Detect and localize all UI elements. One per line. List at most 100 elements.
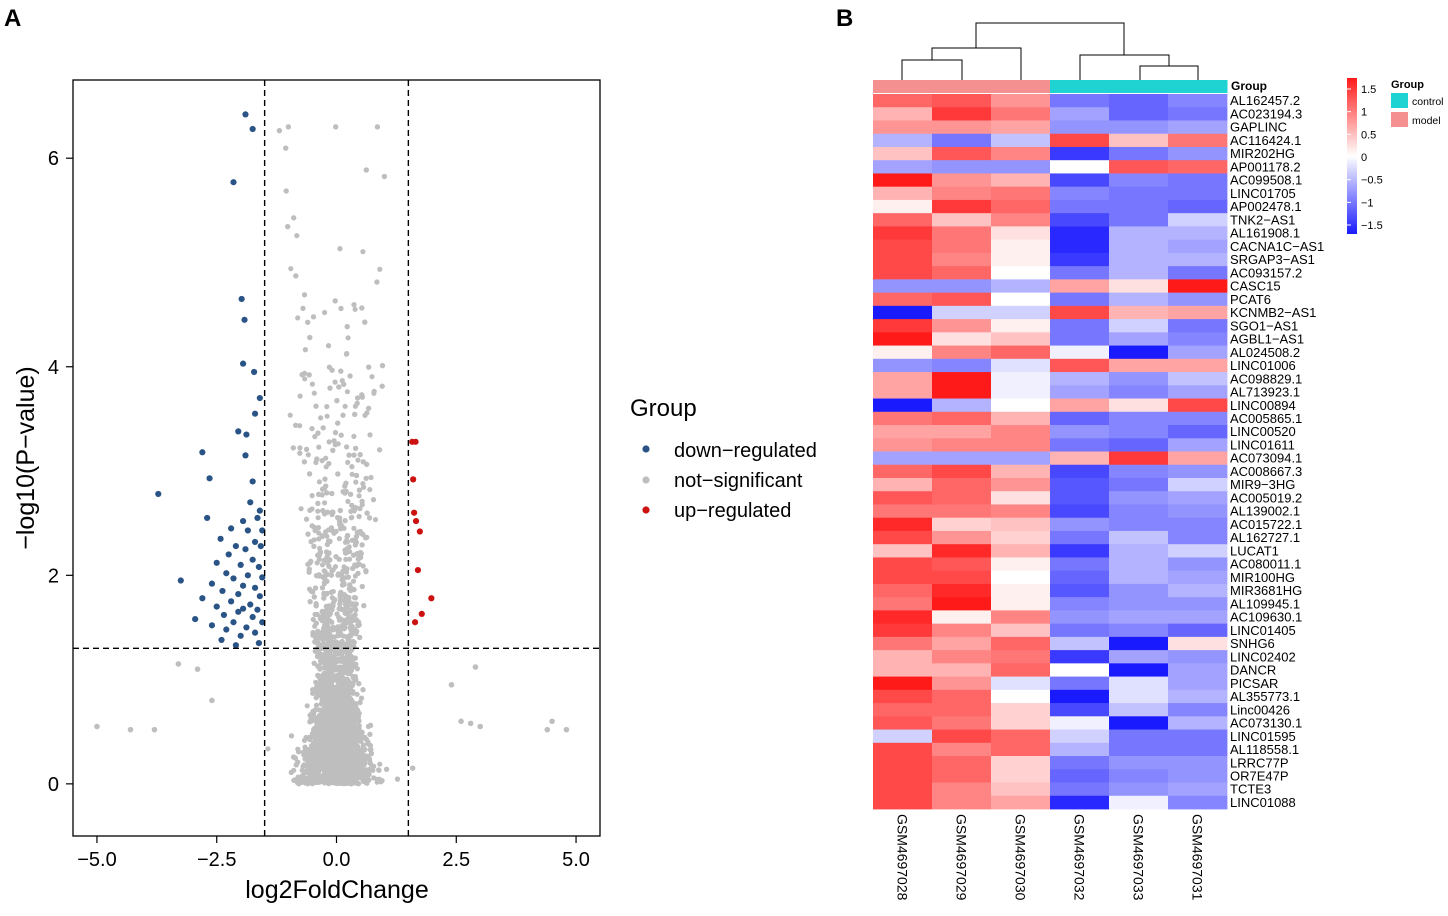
row-label: KCNMB2−AS1 [1230, 305, 1316, 320]
heatmap-cell [1168, 319, 1228, 333]
heatmap-cell [932, 292, 992, 307]
heatmap-cell [1109, 504, 1169, 519]
heatmap-cell [873, 266, 933, 280]
ns-point [316, 444, 322, 450]
ns-point [356, 493, 362, 499]
ns-point [348, 515, 354, 521]
ns-point [313, 773, 319, 780]
ns-point [326, 685, 332, 691]
heatmap-cell [1050, 239, 1110, 254]
heatmap-cell [1168, 226, 1228, 241]
ns-point [324, 413, 330, 419]
ns-point [472, 664, 479, 670]
ns-point [379, 383, 385, 389]
ns-point [312, 767, 318, 773]
heatmap-cell [932, 650, 992, 664]
heatmap-cell [991, 279, 1051, 294]
ns-point [352, 594, 358, 601]
ns-point [394, 776, 401, 782]
heatmap-cell [873, 332, 933, 346]
heatmap-cell [1109, 186, 1169, 201]
heatmap-cell [1168, 438, 1228, 452]
ns-point [363, 167, 369, 173]
heatmap-cell [1168, 769, 1228, 783]
heatmap-cell [932, 782, 992, 797]
ns-point [326, 439, 332, 445]
heatmap-cell [991, 345, 1051, 360]
ns-point [335, 624, 341, 630]
ns-point [377, 266, 383, 272]
heatmap-cell [932, 345, 992, 360]
heatmap-cell [1168, 517, 1228, 532]
down-point [244, 527, 251, 534]
heatmap-cell [991, 703, 1051, 717]
ns-point [325, 603, 331, 609]
ns-point [311, 524, 317, 530]
heatmap-cell [873, 703, 933, 717]
scale-tick-label: 1 [1361, 107, 1367, 119]
ns-point [304, 703, 310, 709]
ns-point [342, 547, 348, 553]
ns-point [276, 128, 282, 134]
heatmap-cell [1168, 557, 1228, 572]
ns-point [355, 457, 361, 463]
heatmap-cell [1168, 411, 1228, 426]
ns-point [347, 762, 353, 768]
ns-point [313, 603, 319, 609]
heatmap-cell [991, 120, 1051, 135]
ns-point [315, 508, 321, 514]
dendro-link-5 [975, 22, 1125, 55]
ns-point [302, 780, 308, 786]
ns-point [336, 632, 342, 638]
down-point [256, 394, 263, 402]
ns-point [334, 398, 340, 404]
heatmap-cell [1168, 146, 1228, 161]
heatmap-cell [1168, 451, 1228, 466]
heatmap-cell [1109, 583, 1169, 598]
heatmap-cell [991, 756, 1051, 770]
ns-point [335, 642, 341, 648]
heatmap-cell [1109, 385, 1169, 399]
ns-point [328, 572, 334, 578]
ns-point [321, 751, 327, 757]
heatmap-cell [1050, 266, 1110, 280]
y-tick-label: 6 [48, 148, 59, 170]
ns-point [327, 538, 333, 545]
heatmap-cell [1168, 239, 1228, 254]
row-label: AC073094.1 [1230, 451, 1302, 466]
heatmap-cell [1168, 173, 1228, 188]
ns-point [324, 509, 331, 515]
heatmap-cell [932, 94, 992, 108]
ns-point [347, 373, 353, 379]
ns-point [328, 589, 334, 596]
heatmap-cell [873, 279, 933, 294]
heatmap-cell [1109, 239, 1169, 254]
heatmap-cell [1109, 120, 1169, 135]
row-label: AL162727.1 [1230, 530, 1300, 545]
ns-point [336, 384, 342, 390]
ns-point [151, 726, 158, 733]
row-label: LINC00894 [1230, 398, 1296, 413]
heatmap-cell [991, 385, 1051, 399]
ns-point [354, 400, 360, 406]
heatmap-cell [1050, 729, 1110, 744]
heatmap-cell [932, 425, 992, 439]
ns-point [329, 511, 335, 518]
heatmap-cell [1168, 107, 1228, 121]
ns-point [300, 305, 306, 311]
ns-point [327, 557, 333, 563]
heatmap-cell [873, 305, 933, 320]
ns-point [312, 736, 318, 742]
heatmap-cell [991, 557, 1051, 572]
heatmap-cell [1168, 636, 1228, 651]
row-label: LINC00520 [1230, 424, 1296, 439]
ns-point [306, 372, 312, 378]
ns-point [330, 690, 336, 697]
heatmap-cell [873, 610, 933, 625]
up-point [416, 528, 423, 535]
heatmap-cell [1050, 782, 1110, 797]
ns-point [344, 650, 350, 656]
heatmap-cell [873, 676, 933, 691]
ns-point [335, 420, 341, 426]
heatmap-cell [1109, 570, 1169, 585]
